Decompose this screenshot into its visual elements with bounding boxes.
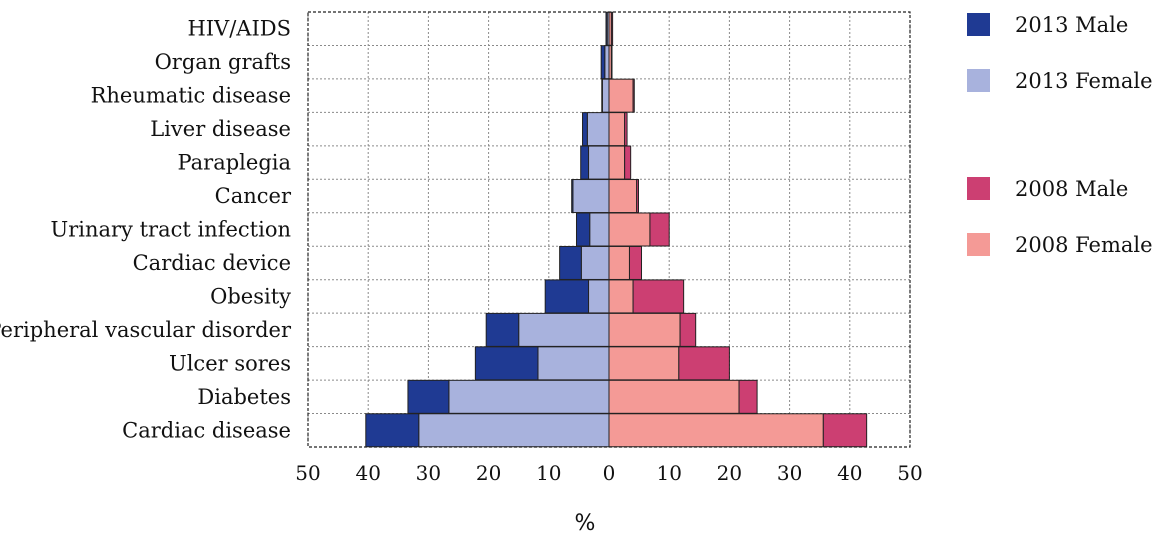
category-label: HIV/AIDS <box>187 17 291 41</box>
category-label: Ulcer sores <box>169 351 291 375</box>
bar-2013-male <box>485 312 520 347</box>
bar-2013-female <box>418 413 610 448</box>
bar-2008-female <box>608 179 638 214</box>
bar-2013-female <box>604 45 610 80</box>
bar-2008-male <box>624 112 628 147</box>
category-label: Paraplegia <box>177 151 291 175</box>
bar-2013-male <box>559 245 582 280</box>
bar-2013-female <box>588 279 610 314</box>
bar-2008-male <box>678 346 730 381</box>
bar-2008-female <box>608 312 681 347</box>
legend-swatch <box>967 233 990 256</box>
bar-2013-female <box>589 212 610 247</box>
bar-2013-male <box>365 413 420 448</box>
bar-2013-female <box>518 312 610 347</box>
bar-2013-male <box>407 379 450 414</box>
legend: 2013 Male 2013 Female 2008 Male 2008 Female <box>967 13 1153 257</box>
category-label: Urinary tract infection <box>51 218 291 242</box>
bar-2013-male <box>580 145 590 180</box>
bar-2008-male <box>632 279 685 314</box>
bar-2013-male <box>601 78 603 113</box>
x-tick-label: 30 <box>416 461 441 485</box>
x-tick-label: 20 <box>717 461 742 485</box>
bar-2008-male <box>632 78 635 113</box>
category-label: Cardiac device <box>133 251 291 275</box>
bar-2013-male <box>474 346 539 381</box>
x-tick-label: 0 <box>603 461 616 485</box>
bar-2008-female <box>608 279 634 314</box>
legend-swatch <box>967 13 990 36</box>
x-tick-label: 50 <box>897 461 922 485</box>
category-label: Rheumatic disease <box>91 84 291 108</box>
legend-swatch <box>967 69 990 92</box>
bar-2008-male <box>679 312 697 347</box>
x-tick-label: 10 <box>536 461 561 485</box>
x-axis-title: % <box>575 511 596 536</box>
category-labels: HIV/AIDS Organ grafts Rheumatic disease Liv… <box>0 17 292 443</box>
legend-swatch <box>967 177 990 200</box>
bar-2013-female <box>588 145 610 180</box>
bar-2013-female <box>537 346 610 381</box>
bar-2008-male <box>610 45 613 80</box>
bar-2013-male <box>571 179 574 214</box>
bar-2008-male <box>628 245 643 280</box>
bar-2013-female <box>572 179 610 214</box>
bar-2008-male <box>610 11 614 46</box>
bar-2013-male <box>544 279 590 314</box>
category-label: Cancer <box>215 184 292 208</box>
plot-frame <box>307 11 911 448</box>
bar-2013-male <box>605 11 608 46</box>
x-tick-label: 10 <box>656 461 681 485</box>
x-tick-label: 50 <box>295 461 320 485</box>
bar-2013-male <box>575 212 591 247</box>
x-tick-label: 40 <box>837 461 862 485</box>
category-label: Obesity <box>210 284 291 308</box>
bar-2008-female <box>608 245 630 280</box>
bar-2008-female <box>608 145 626 180</box>
legend-label: 2013 Female <box>1015 69 1153 93</box>
bar-2008-female <box>608 413 824 448</box>
category-label: Cardiac disease <box>122 418 291 442</box>
bar-2008-male <box>636 179 639 214</box>
category-label: Diabetes <box>197 385 291 409</box>
legend-label: 2008 Male <box>1015 177 1128 201</box>
bar-2008-female <box>608 212 651 247</box>
bar-2013-male <box>600 45 606 80</box>
bar-2008-female <box>608 78 634 113</box>
bar-2013-female <box>448 379 610 414</box>
x-tick-labels: 50 40 30 20 10 0 10 20 30 40 50 <box>295 461 922 485</box>
bar-2008-male <box>624 145 632 180</box>
bar-2008-female <box>608 346 680 381</box>
x-tick-label: 20 <box>476 461 501 485</box>
x-tick-label: 40 <box>355 461 380 485</box>
bar-2008-male <box>649 212 670 247</box>
legend-label: 2008 Female <box>1015 233 1153 257</box>
legend-label: 2013 Male <box>1015 13 1128 37</box>
bar-2008-female <box>608 112 626 147</box>
bar-2008-female <box>608 379 740 414</box>
bar-2008-male <box>822 413 868 448</box>
bar-2013-female <box>586 112 610 147</box>
category-label: Peripheral vascular disorder <box>0 318 292 342</box>
bars <box>365 11 868 448</box>
bar-2008-male <box>738 379 758 414</box>
category-label: Organ grafts <box>155 50 291 74</box>
x-tick-label: 30 <box>777 461 802 485</box>
category-label: Liver disease <box>150 117 291 141</box>
bar-2013-male <box>582 112 588 147</box>
bar-2013-female <box>580 245 610 280</box>
bar-2013-female <box>601 78 610 113</box>
